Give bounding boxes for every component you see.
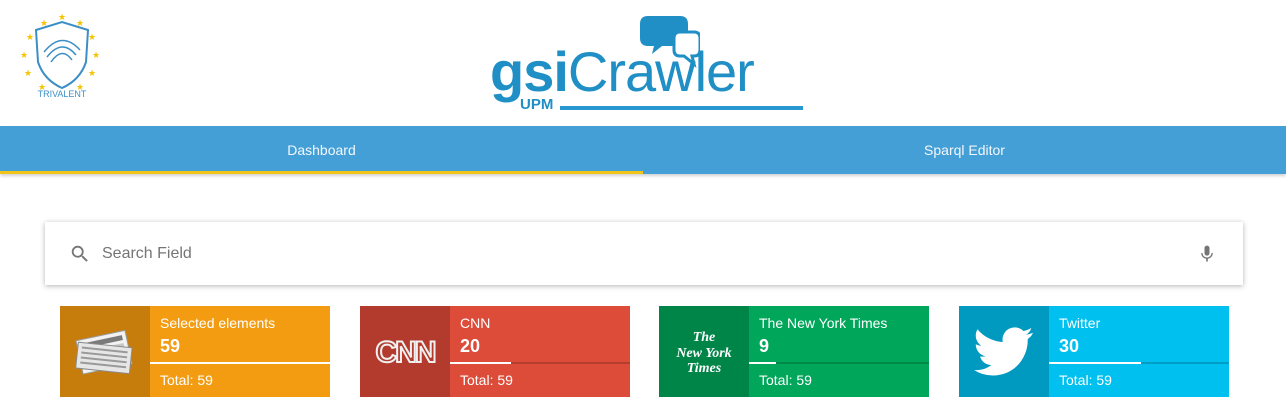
search-icon[interactable]: [69, 243, 91, 265]
svg-text:★: ★: [58, 13, 66, 23]
card-body: Selected elements 59 Total: 59: [150, 306, 330, 397]
chat-bubbles-icon: [640, 16, 700, 68]
newspaper-icon: [60, 306, 150, 397]
card-cnn[interactable]: CNN CNN 20 Total: 59: [360, 306, 630, 397]
tab-dashboard-label: Dashboard: [287, 142, 356, 158]
card-progress: [150, 362, 330, 364]
logo-underline: [560, 106, 803, 110]
card-body: Twitter 30 Total: 59: [1049, 306, 1229, 397]
tab-sparql-editor[interactable]: Sparql Editor: [643, 126, 1286, 174]
svg-text:★: ★: [92, 51, 100, 61]
card-total: Total: 59: [759, 372, 812, 388]
trivalent-text: TRIVALENT: [38, 89, 87, 99]
card-progress: [1049, 362, 1229, 364]
gsicrawler-logo[interactable]: gsi Crawler UPM: [490, 12, 806, 114]
logo-crawler: Crawler: [567, 40, 755, 103]
tab-sparql-editor-label: Sparql Editor: [924, 142, 1005, 158]
svg-text:★: ★: [26, 33, 34, 43]
cnn-logo-text: CNN: [376, 336, 435, 369]
card-progress: [749, 362, 929, 364]
card-value: 59: [160, 336, 181, 356]
card-value: 30: [1059, 336, 1080, 356]
trivalent-logo[interactable]: ★ ★ ★ ★ ★ ★ ★ ★ ★ ★ ★ TRIVALENT: [14, 12, 110, 102]
card-selected-elements[interactable]: Selected elements 59 Total: 59: [60, 306, 330, 397]
cnn-logo: CNN: [360, 306, 450, 397]
shield-icon: [34, 20, 90, 90]
card-progress-fill: [150, 362, 330, 364]
card-label: Twitter: [1059, 315, 1101, 331]
card-label: Selected elements: [160, 315, 276, 331]
card-body: CNN 20 Total: 59: [450, 306, 630, 397]
card-label: The New York Times: [759, 315, 888, 331]
nyt-logo: The New York Times: [659, 306, 749, 397]
search-input[interactable]: [100, 243, 1144, 264]
logo-gsi: gsi: [490, 40, 569, 103]
card-twitter[interactable]: Twitter 30 Total: 59: [959, 306, 1229, 397]
search-bar: [45, 222, 1243, 285]
tab-dashboard[interactable]: Dashboard: [0, 126, 643, 174]
logo-upm: UPM: [520, 96, 554, 113]
svg-text:★: ★: [40, 19, 48, 29]
nyt-logo-line1: The: [693, 330, 716, 345]
card-progress-fill: [1049, 362, 1141, 364]
svg-text:★: ★: [38, 83, 46, 93]
card-label: CNN: [460, 315, 491, 331]
svg-text:★: ★: [76, 83, 84, 93]
tab-bar: Dashboard Sparql Editor: [0, 126, 1286, 174]
svg-text:★: ★: [88, 69, 96, 79]
nyt-logo-line3: Times: [687, 361, 722, 376]
card-progress: [450, 362, 630, 364]
card-total: Total: 59: [460, 372, 513, 388]
svg-text:★: ★: [76, 19, 84, 29]
twitter-bird-icon: [959, 306, 1049, 397]
eu-stars: ★ ★ ★ ★ ★ ★ ★ ★ ★ ★ ★: [20, 13, 100, 93]
svg-text:★: ★: [20, 51, 28, 61]
nyt-logo-line2: New York: [675, 346, 731, 361]
svg-text:★: ★: [24, 69, 32, 79]
card-total: Total: 59: [1059, 372, 1112, 388]
microphone-icon[interactable]: [1197, 243, 1217, 265]
card-total: Total: 59: [160, 372, 213, 388]
card-body: The New York Times 9 Total: 59: [749, 306, 929, 397]
card-new-york-times[interactable]: The New York Times The New York Times 9 …: [659, 306, 929, 397]
card-progress-fill: [450, 362, 512, 364]
svg-text:★: ★: [88, 33, 96, 43]
card-value: 20: [460, 336, 481, 356]
card-value: 9: [759, 336, 770, 356]
card-progress-fill: [749, 362, 776, 364]
